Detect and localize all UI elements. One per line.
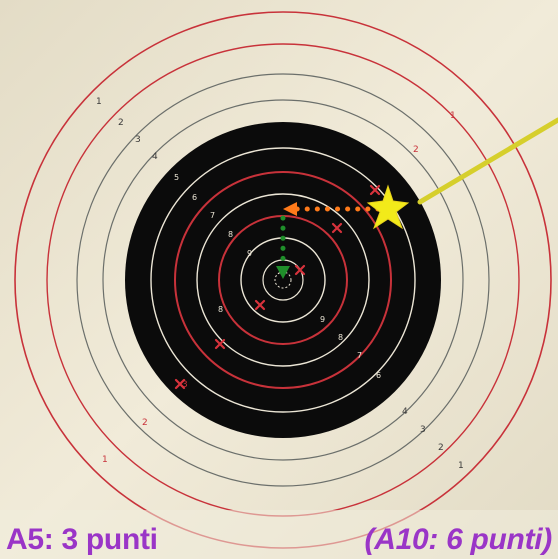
- pointer-line: [417, 117, 558, 205]
- ring-number: 2: [413, 145, 419, 155]
- ring-5: [150, 147, 416, 413]
- ring-number: 8: [228, 230, 233, 239]
- ring-number: 2: [438, 443, 444, 453]
- ring-number: 3: [420, 425, 426, 435]
- ring-number: 1: [96, 97, 102, 107]
- red-markers: [174, 184, 381, 390]
- red-x-marker: [254, 299, 266, 311]
- green-path: [276, 215, 290, 279]
- ring-6: [174, 171, 392, 389]
- ring-number: 2: [142, 418, 148, 428]
- ring-number: 1: [458, 461, 464, 471]
- ring-number: 7: [357, 351, 362, 360]
- caption-left: A5: 3 punti: [6, 523, 158, 556]
- red-x-marker: [174, 378, 186, 390]
- orange-path: [283, 202, 381, 216]
- ring-number: 6: [376, 371, 381, 380]
- ring-number: 3: [135, 135, 141, 145]
- orange-arrowhead: [283, 202, 297, 216]
- caption-band: [0, 510, 558, 559]
- ring-number: 8: [218, 305, 223, 314]
- ring-number: 9: [320, 315, 325, 324]
- ring-number: 8: [338, 333, 343, 342]
- ring-number: 3: [182, 380, 188, 390]
- ring-number: 4: [152, 152, 158, 162]
- ring-7: [196, 193, 370, 367]
- caption-right: (A10: 6 punti): [364, 523, 553, 556]
- red-x-marker: [331, 222, 343, 234]
- red-x-marker: [214, 338, 226, 350]
- ring-number: 7: [210, 211, 215, 220]
- ring-3: [76, 73, 490, 487]
- ring-numbers-black: 5 6 7 8 9 9 8 7 6 5 8: [174, 173, 400, 400]
- impact-star-icon: [366, 184, 410, 230]
- ring-4: [102, 99, 464, 461]
- ring-number: 9: [247, 249, 252, 258]
- ring-number: 1: [102, 455, 108, 465]
- black-zone: [125, 122, 441, 438]
- ring-number: 6: [192, 193, 197, 202]
- ring-numbers-paper: 1 2 3 4 1 2 1 2 3 1 2 3 4: [96, 97, 464, 471]
- red-x-marker: [294, 264, 306, 276]
- red-x-marker: [369, 184, 381, 196]
- ring-number: 2: [118, 118, 124, 128]
- ring-number: 1: [450, 111, 456, 121]
- ring-number: 4: [402, 407, 408, 417]
- ring-number: 5: [174, 173, 179, 182]
- ring-number: 5: [395, 391, 400, 400]
- green-arrowhead: [276, 266, 290, 279]
